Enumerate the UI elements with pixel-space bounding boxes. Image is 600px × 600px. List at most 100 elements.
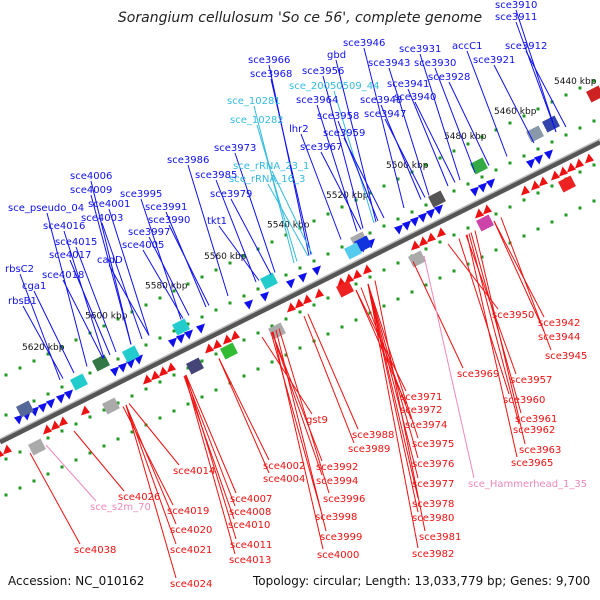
tick-dot: [116, 317, 120, 321]
tick-dot: [242, 374, 246, 378]
tick-dot: [242, 254, 246, 258]
gene-leader-line: [474, 230, 526, 445]
gene-leader-line: [22, 305, 64, 379]
reverse-gene-arrow: [81, 405, 90, 416]
tick-dot: [60, 385, 64, 389]
gene-block: [16, 400, 34, 418]
tick-dot: [410, 290, 414, 294]
gene-leader-line: [367, 283, 419, 513]
forward-gene-arrow: [544, 149, 553, 160]
genome-stats-text: Topology: circular; Length: 13,033,779 b…: [253, 574, 591, 588]
gene-label-bottom: sce3974: [405, 420, 447, 431]
tick-dot: [102, 324, 106, 328]
gene-leader-line: [45, 444, 97, 502]
position-label: 5520 kbp: [326, 191, 369, 201]
tick-dot: [522, 198, 526, 202]
gene-label-top: sce4001: [88, 199, 130, 210]
gene-leader-line: [300, 133, 342, 240]
tick-dot: [116, 357, 120, 361]
tick-dot: [130, 310, 134, 314]
gene-leader-line: [466, 234, 518, 458]
gene-label-top: cadD: [97, 255, 123, 266]
gene-label-bottom: sce3942: [538, 318, 580, 329]
tick-dot: [74, 422, 78, 426]
gene-label-bottom: sce3965: [511, 458, 553, 469]
tick-dot: [550, 184, 554, 188]
forward-gene-arrow: [534, 154, 543, 165]
gene-label-bottom: sce3950: [492, 310, 534, 321]
tick-dot: [312, 303, 316, 307]
tick-dot: [452, 233, 456, 237]
tick-dot: [102, 444, 106, 448]
gene-label-top: sce3986: [167, 155, 209, 166]
gene-leader-line: [125, 404, 177, 545]
tick-dot: [18, 486, 22, 490]
tick-dot: [592, 119, 596, 123]
gene-label-top: sce_rRNA_23_1: [233, 161, 309, 172]
tick-dot: [592, 163, 596, 167]
gene-label-bottom: sce3944: [538, 332, 580, 343]
gene-label-top: sce3943: [368, 58, 410, 69]
tick-dot: [340, 325, 344, 329]
gene-label-bottom: sce3996: [323, 494, 365, 505]
tick-dot: [60, 465, 64, 469]
gene-label-bottom: sce3978: [412, 499, 454, 510]
gene-label-bottom: sce3962: [513, 425, 555, 436]
gene-label-top: sce4006: [70, 171, 112, 182]
gene-label-top: sce3910: [495, 0, 537, 11]
position-label: 5560 kbp: [204, 252, 247, 262]
genome-backbone: [0, 139, 600, 445]
tick-dot: [32, 479, 36, 483]
gene-leader-line: [185, 374, 237, 540]
reverse-gene-arrow: [167, 362, 176, 373]
gene-block: [70, 373, 88, 391]
gene-label-top: sce3968: [250, 69, 292, 80]
gene-leader-line: [307, 313, 359, 430]
tick-dot: [536, 107, 540, 111]
gene-leader-line: [125, 404, 177, 579]
tick-dot: [396, 297, 400, 301]
gene-leader-line: [271, 331, 323, 462]
gene-leader-line: [316, 104, 358, 232]
gene-leader-line: [458, 238, 510, 395]
gene-leader-line: [29, 452, 81, 545]
gene-leader-line: [46, 212, 88, 367]
tick-dot: [550, 220, 554, 224]
gene-leader-line: [256, 124, 298, 262]
gene-leader-line: [75, 246, 117, 353]
gene-leader-line: [320, 151, 362, 230]
gene-label-top: sce3947: [364, 109, 406, 120]
gene-block: [122, 345, 140, 363]
tick-dot: [368, 311, 372, 315]
gene-block: [220, 342, 238, 360]
gene-label-bottom: gst9: [306, 415, 328, 426]
tick-dot: [466, 182, 470, 186]
reverse-gene-arrow: [59, 416, 68, 427]
tick-dot: [172, 373, 176, 377]
tick-dot: [592, 79, 596, 83]
gene-label-bottom: sce4008: [229, 507, 271, 518]
gene-block: [186, 357, 204, 375]
tick-dot: [466, 226, 470, 230]
reverse-gene-arrow: [419, 236, 428, 247]
gene-label-bottom: sce4020: [170, 525, 212, 536]
gene-leader-line: [108, 264, 150, 336]
gene-leader-line: [367, 283, 419, 549]
tick-dot: [424, 163, 428, 167]
gene-leader-line: [168, 224, 210, 306]
tick-dot: [144, 343, 148, 347]
gene-leader-line: [367, 283, 419, 439]
gene-leader-line: [19, 273, 61, 381]
gene-leader-line: [303, 315, 355, 444]
gene-label-top: sce_rRNA_16_3: [229, 174, 305, 185]
gene-leader-line: [493, 220, 545, 318]
reverse-gene-arrow: [585, 153, 594, 164]
gene-block: [260, 272, 278, 290]
tick-dot: [172, 409, 176, 413]
gene-label-bottom: sce3960: [503, 395, 545, 406]
tick-dot: [354, 318, 358, 322]
reverse-gene-arrow: [143, 374, 152, 385]
tick-dot: [326, 332, 330, 336]
tick-dot: [74, 338, 78, 342]
gene-leader-line: [525, 50, 567, 128]
